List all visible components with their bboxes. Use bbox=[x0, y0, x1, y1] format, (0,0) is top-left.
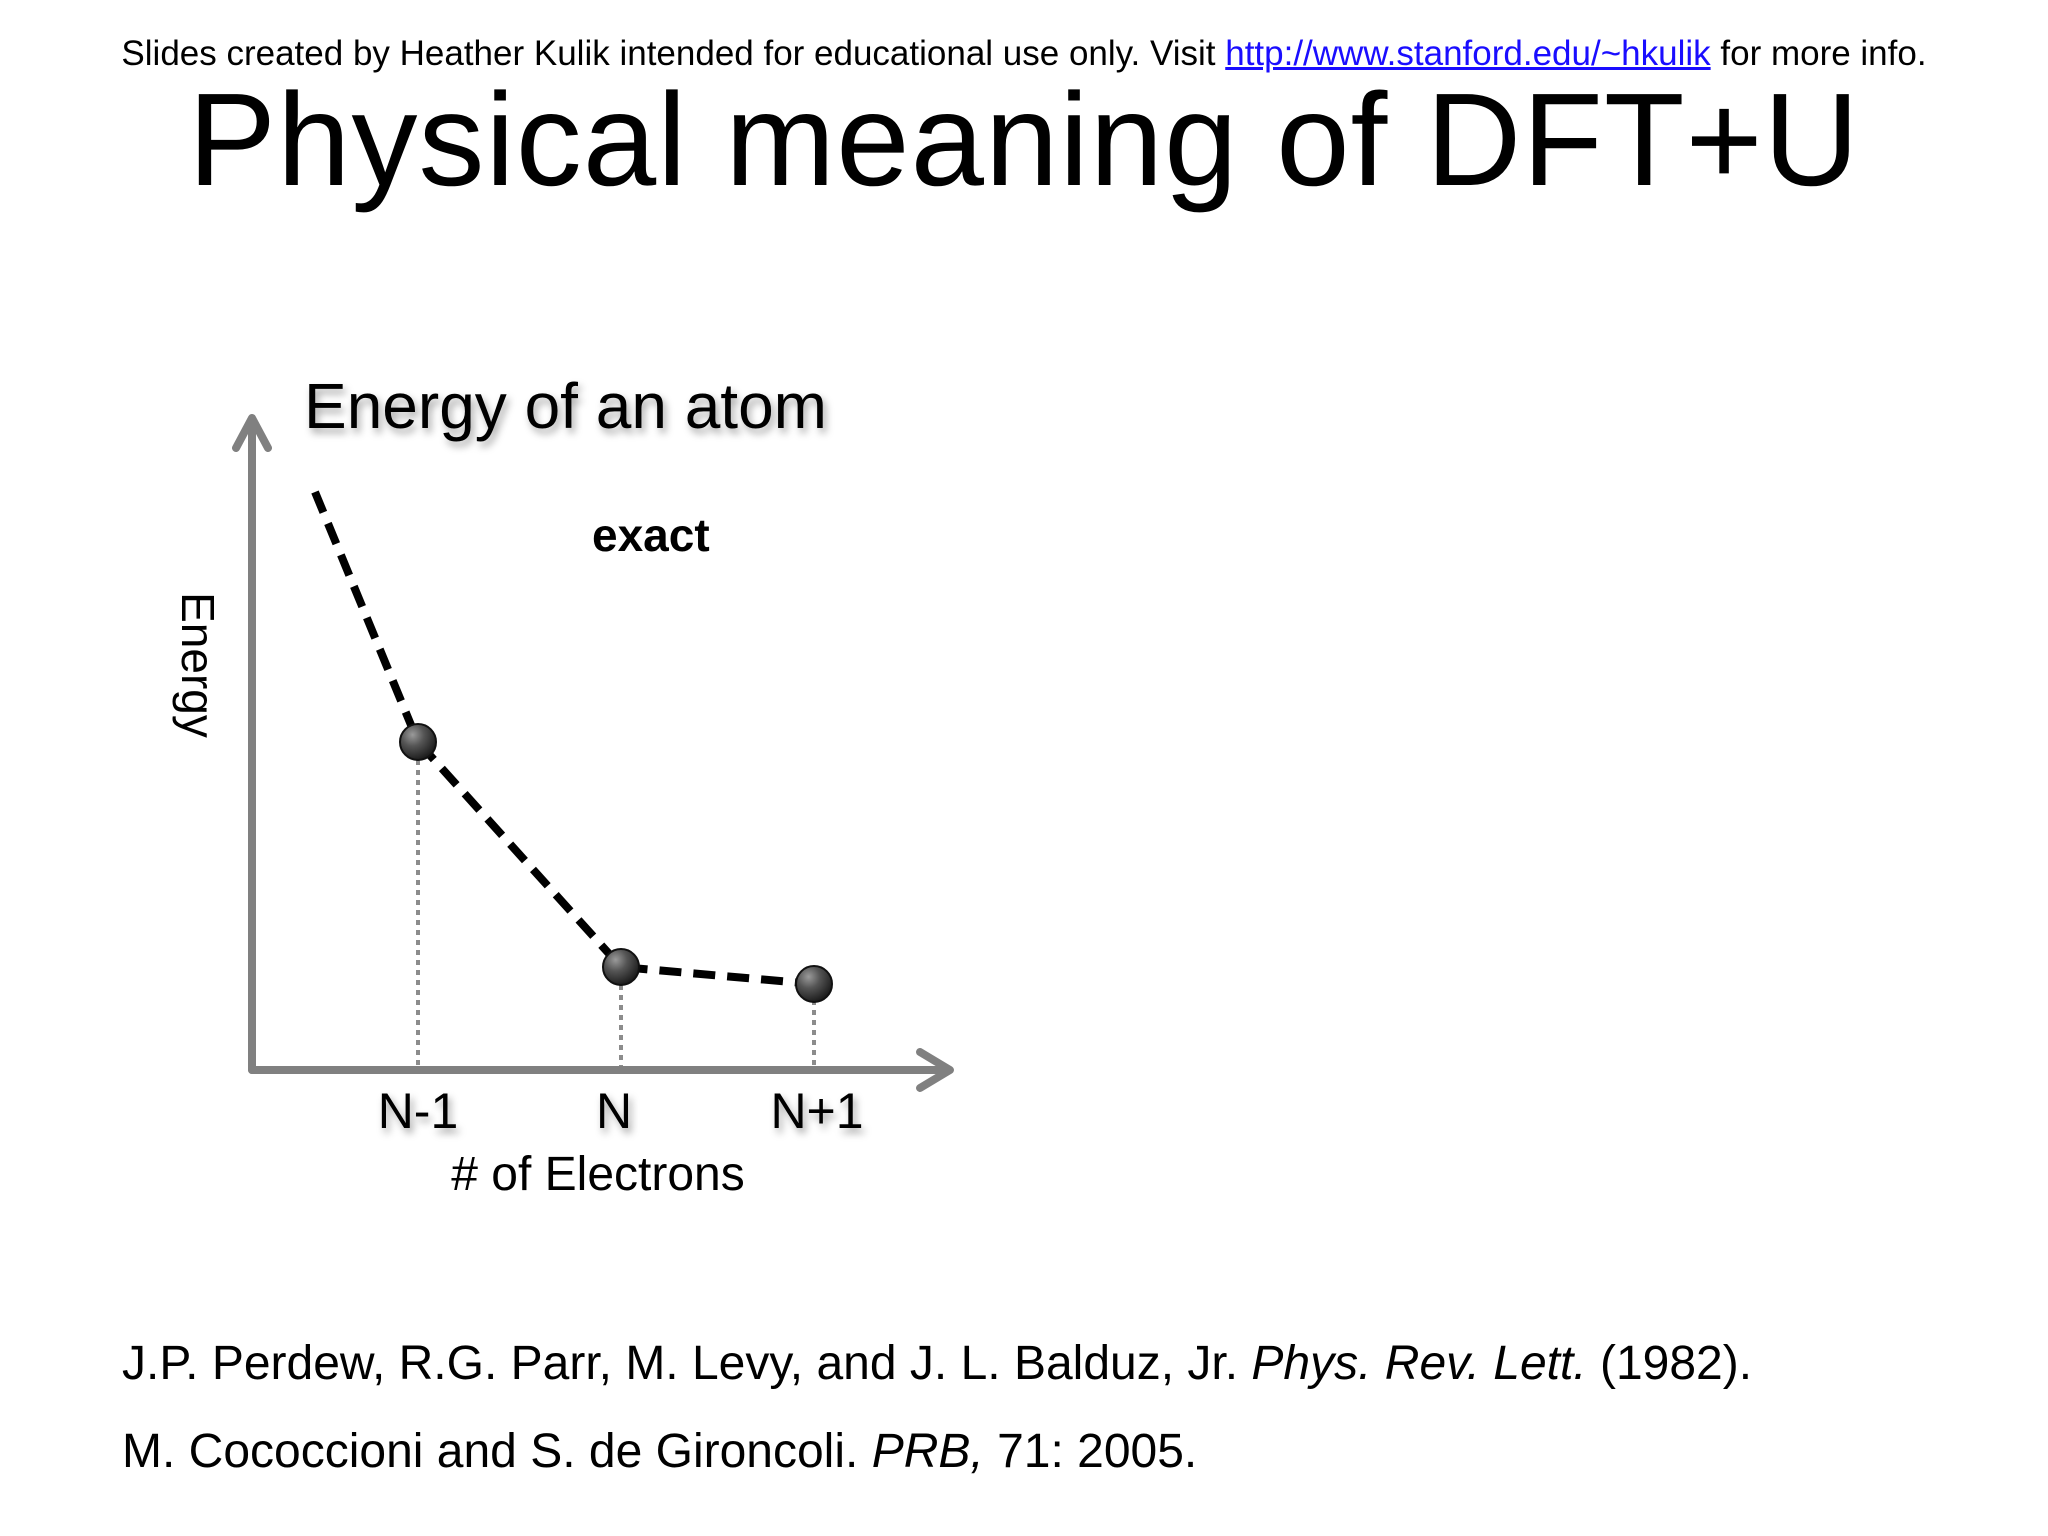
tick-label-n-plus-1: N+1 bbox=[770, 1083, 863, 1139]
reference-1-journal: Phys. Rev. Lett. bbox=[1251, 1337, 1587, 1390]
notice-suffix: for more info. bbox=[1720, 34, 1927, 73]
tick-label-n-minus-1: N-1 bbox=[378, 1083, 459, 1139]
reference-2: M. Cococcioni and S. de Gironcoli. PRB, … bbox=[122, 1408, 1922, 1496]
point-n-plus-1 bbox=[795, 965, 833, 1003]
curve-label-exact: exact bbox=[592, 509, 710, 561]
reference-1: J.P. Perdew, R.G. Parr, M. Levy, and J. … bbox=[122, 1320, 1922, 1408]
slide-title: Physical meaning of DFT+U bbox=[188, 66, 1860, 213]
point-n bbox=[602, 948, 640, 986]
y-axis-arrow-icon bbox=[232, 414, 272, 452]
reference-1-year: (1982). bbox=[1599, 1337, 1753, 1390]
point-n-minus-1 bbox=[399, 723, 437, 761]
reference-2-journal: PRB, bbox=[871, 1425, 984, 1478]
reference-2-volume: 71: 2005. bbox=[997, 1425, 1198, 1478]
x-axis-arrow-icon bbox=[916, 1048, 954, 1092]
homepage-link[interactable]: http://www.stanford.edu/~hkulik bbox=[1225, 34, 1711, 73]
exact-energy-curve bbox=[311, 490, 815, 988]
educational-notice: Slides created by Heather Kulik intended… bbox=[0, 32, 2048, 76]
reference-2-authors: M. Cococcioni and S. de Gironcoli. bbox=[122, 1425, 859, 1478]
notice-prefix: Slides created by Heather Kulik intended… bbox=[121, 34, 1216, 73]
references: J.P. Perdew, R.G. Parr, M. Levy, and J. … bbox=[122, 1320, 1922, 1496]
x-axis-label: # of Electrons bbox=[451, 1148, 744, 1201]
diagram-title: Energy of an atom bbox=[304, 370, 827, 442]
y-axis-label: Energy bbox=[172, 592, 224, 738]
reference-1-authors: J.P. Perdew, R.G. Parr, M. Levy, and J. … bbox=[122, 1337, 1239, 1390]
tick-label-n: N bbox=[596, 1083, 632, 1139]
